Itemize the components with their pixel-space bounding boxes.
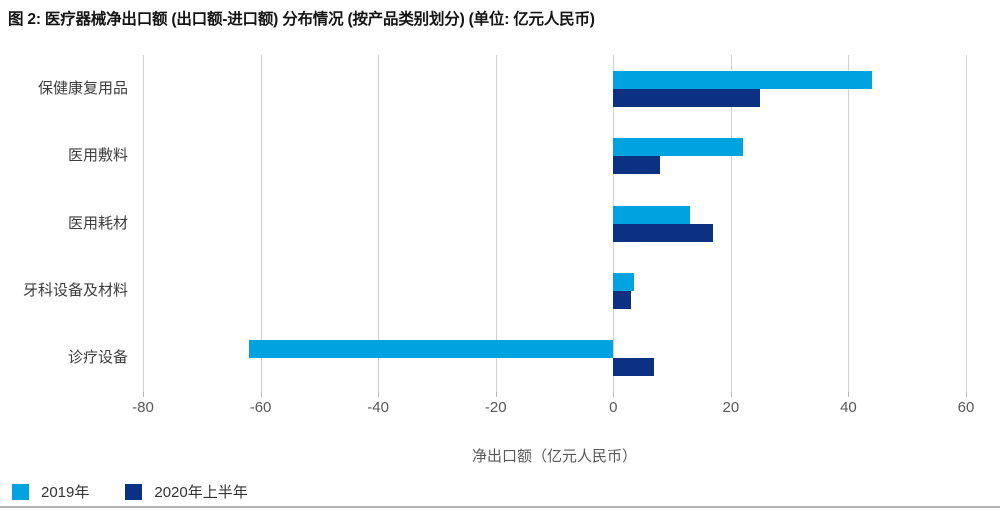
gridline (848, 55, 850, 392)
x-tick-label: -40 (367, 399, 389, 416)
gridline (966, 55, 967, 392)
category-label: 诊疗设备 (67, 349, 128, 367)
category-label: 医用敷料 (67, 147, 128, 165)
gridline (143, 55, 144, 392)
x-tick-label: 40 (840, 399, 857, 416)
legend-item-2020h1: 2020年上半年 (125, 481, 248, 502)
category-label: 保健康复用品 (37, 79, 128, 97)
gridline (495, 55, 497, 392)
category-label: 牙科设备及材料 (22, 281, 128, 299)
x-tick-label: -20 (484, 399, 507, 416)
bar (248, 340, 614, 359)
bottom-border (0, 506, 1000, 508)
x-tick-label: 0 (609, 399, 618, 416)
x-tick-label: -60 (249, 399, 272, 416)
axis-tick (848, 392, 850, 397)
bar (613, 138, 743, 157)
axis-tick (495, 392, 497, 397)
chart-title: 图 2: 医疗器械净出口额 (出口额-进口额) 分布情况 (按产品类别划分) (… (8, 11, 595, 28)
x-tick-label: 20 (722, 399, 740, 416)
bar (613, 358, 655, 377)
axis-tick (730, 392, 732, 397)
gridline (260, 55, 262, 392)
legend-item-2019: 2019年 (12, 481, 89, 502)
axis-tick (613, 392, 615, 397)
bar (613, 156, 661, 175)
x-tick-label: 60 (957, 399, 975, 416)
legend-label-2020h1: 2020年上半年 (154, 484, 248, 501)
gridline (730, 55, 732, 392)
axis-tick (143, 392, 144, 397)
axis-tick (260, 392, 262, 397)
legend-label-2019: 2019年 (41, 484, 90, 501)
legend-swatch-2019 (12, 483, 29, 500)
legend: 2019年 2020年上半年 (12, 481, 248, 502)
x-axis-title: 净出口额（亿元人民币） (471, 448, 637, 465)
bar (613, 272, 634, 291)
bar (613, 223, 714, 242)
plot-area: -80 -60 -40 -20 0 20 40 60 保健康复用品医用敷料医用耗材牙科设备及材料… (23, 55, 974, 416)
gridline (378, 55, 380, 392)
bar (613, 88, 761, 107)
x-tick-label: -80 (132, 399, 154, 416)
axis-tick (966, 392, 967, 397)
legend-swatch-2020h1 (125, 483, 143, 500)
axis-tick (378, 392, 380, 397)
bar (613, 70, 872, 89)
bar (613, 290, 631, 309)
category-label: 医用耗材 (67, 214, 128, 232)
bar (613, 205, 690, 224)
